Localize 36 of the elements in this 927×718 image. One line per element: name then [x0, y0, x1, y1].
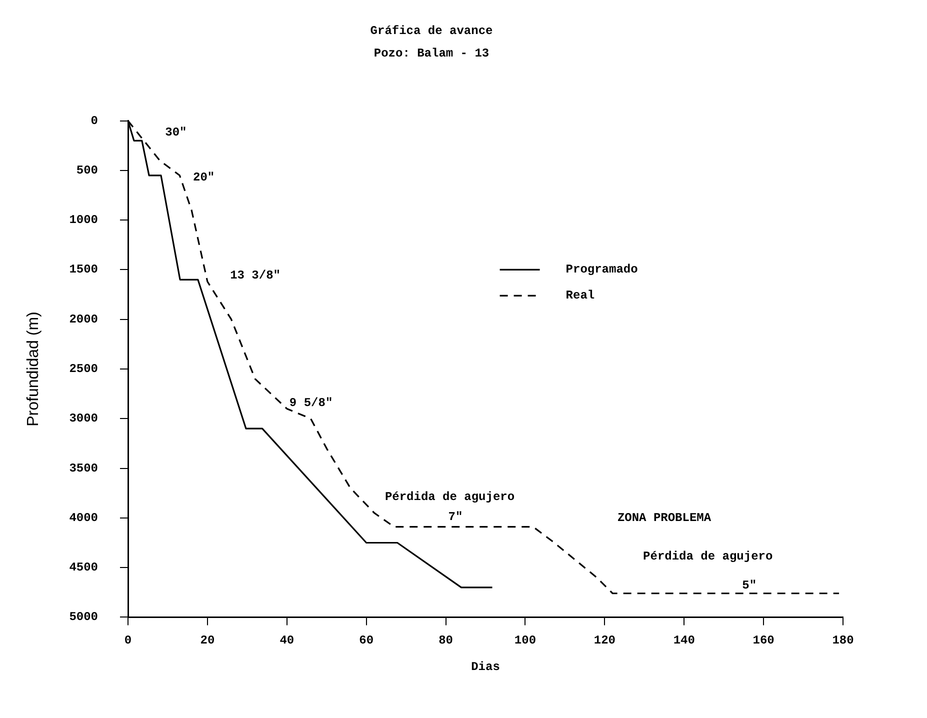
legend-label: Programado — [566, 262, 638, 277]
x-tick-label: 160 — [752, 633, 774, 648]
y-tick-label: 500 — [76, 163, 98, 178]
chart-title: Gráfica de avance — [370, 24, 493, 38]
chart-subtitle: Pozo: Balam - 13 — [374, 46, 490, 61]
annotation: 5" — [742, 578, 757, 592]
y-axis-title: Profundidad (m) — [25, 312, 42, 426]
x-tick-label: 100 — [514, 633, 536, 648]
x-tick-label: 80 — [438, 633, 453, 648]
x-tick-label: 140 — [673, 633, 695, 648]
annotation: Pérdida de agujero — [643, 550, 773, 564]
legend-label: Real — [566, 288, 595, 303]
x-tick-label: 0 — [124, 633, 132, 648]
x-tick-label: 40 — [280, 633, 294, 648]
y-tick-label: 2000 — [69, 312, 98, 326]
y-tick-label: 3000 — [69, 412, 98, 426]
annotation: 9 5/8" — [289, 396, 333, 410]
annotation: 7" — [448, 510, 463, 524]
y-tick-label: 1000 — [69, 213, 98, 228]
annotation: Pérdida de agujero — [384, 490, 515, 504]
y-tick-label: 4000 — [69, 510, 98, 525]
annotation: 20" — [192, 170, 215, 184]
x-tick-label: 120 — [594, 633, 616, 648]
x-tick-label: 60 — [359, 633, 374, 648]
x-tick-label: 180 — [832, 633, 854, 648]
x-axis-title: Dias — [471, 660, 500, 674]
y-tick-label: 3500 — [69, 461, 98, 476]
y-tick-label: 1500 — [69, 262, 98, 277]
annotation: 30" — [165, 126, 187, 140]
y-tick-label: 4500 — [69, 560, 98, 575]
annotation: 13 3/8" — [230, 268, 280, 283]
y-tick-label: 5000 — [69, 610, 98, 624]
annotation: ZONA PROBLEMA — [617, 510, 712, 525]
y-tick-label: 2500 — [69, 362, 98, 376]
y-tick-label: 0 — [90, 114, 98, 128]
x-tick-label: 20 — [200, 633, 215, 648]
